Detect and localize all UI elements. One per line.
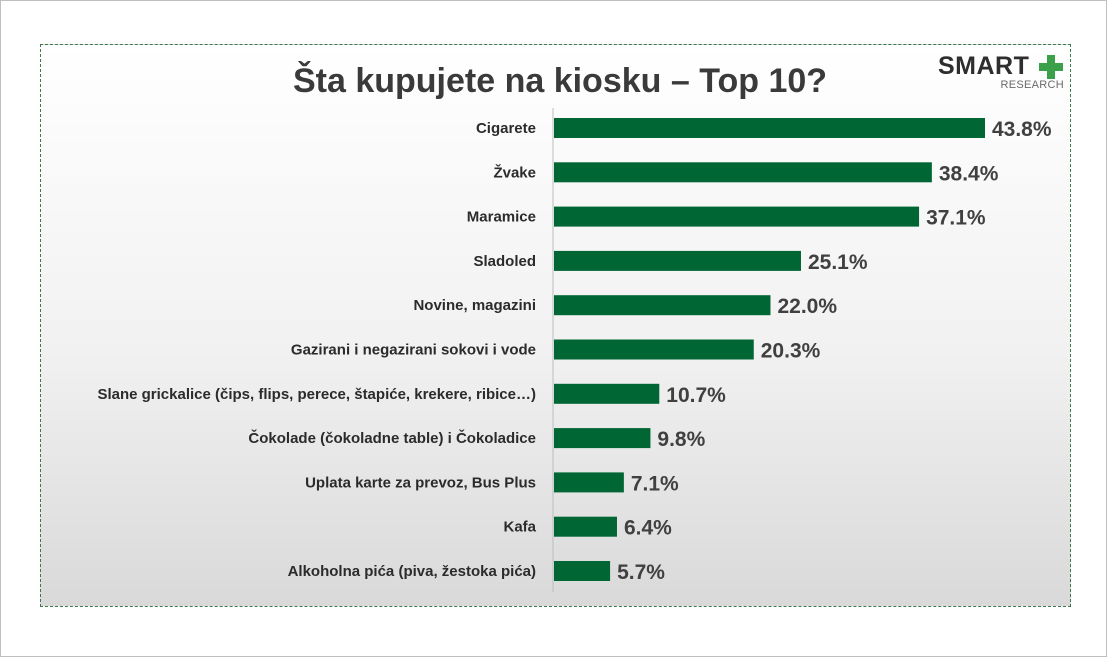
category-label: Gazirani i negazirani sokovi i vode — [291, 342, 536, 359]
category-label: Čokolade (čokoladne table) i Čokoladice — [248, 429, 536, 447]
bar — [554, 516, 617, 537]
bar — [554, 295, 771, 316]
category-label: Alkoholna pića (piva, žestoka pića) — [288, 563, 536, 580]
value-label: 6.4% — [624, 517, 672, 540]
value-label: 5.7% — [617, 561, 665, 584]
bar — [554, 206, 920, 227]
value-label: 9.8% — [657, 428, 705, 451]
category-label: Žvake — [493, 163, 536, 181]
value-label: 43.8% — [992, 118, 1052, 141]
category-label: Slane grickalice (čips, flips, perece, š… — [97, 386, 536, 403]
category-label: Novine, magazini — [413, 297, 536, 314]
smart-research-logo: SMART RESEARCH — [938, 52, 1066, 96]
bar — [554, 428, 651, 449]
chart-title: Šta kupujete na kiosku – Top 10? — [292, 62, 828, 100]
bar — [554, 250, 801, 271]
value-label: 10.7% — [666, 384, 726, 407]
category-label: Kafa — [503, 519, 536, 536]
category-label: Maramice — [467, 209, 536, 226]
value-label: 20.3% — [761, 340, 821, 363]
category-label: Cigarete — [476, 120, 536, 137]
bar — [554, 383, 660, 404]
value-label: 37.1% — [926, 207, 986, 230]
value-label: 38.4% — [939, 162, 999, 185]
bar — [554, 118, 985, 138]
bar — [554, 162, 932, 183]
bar — [554, 339, 754, 360]
value-label: 7.1% — [631, 472, 679, 495]
logo-subtitle: RESEARCH — [1000, 79, 1064, 91]
bar — [554, 472, 624, 493]
bar — [554, 561, 611, 581]
category-label: Uplata karte za prevoz, Bus Plus — [305, 474, 536, 491]
plus-icon — [1039, 55, 1063, 79]
logo-word: SMART — [938, 52, 1030, 80]
value-label: 22.0% — [777, 295, 837, 318]
value-label: 25.1% — [808, 251, 868, 274]
category-label: Sladoled — [473, 253, 536, 270]
